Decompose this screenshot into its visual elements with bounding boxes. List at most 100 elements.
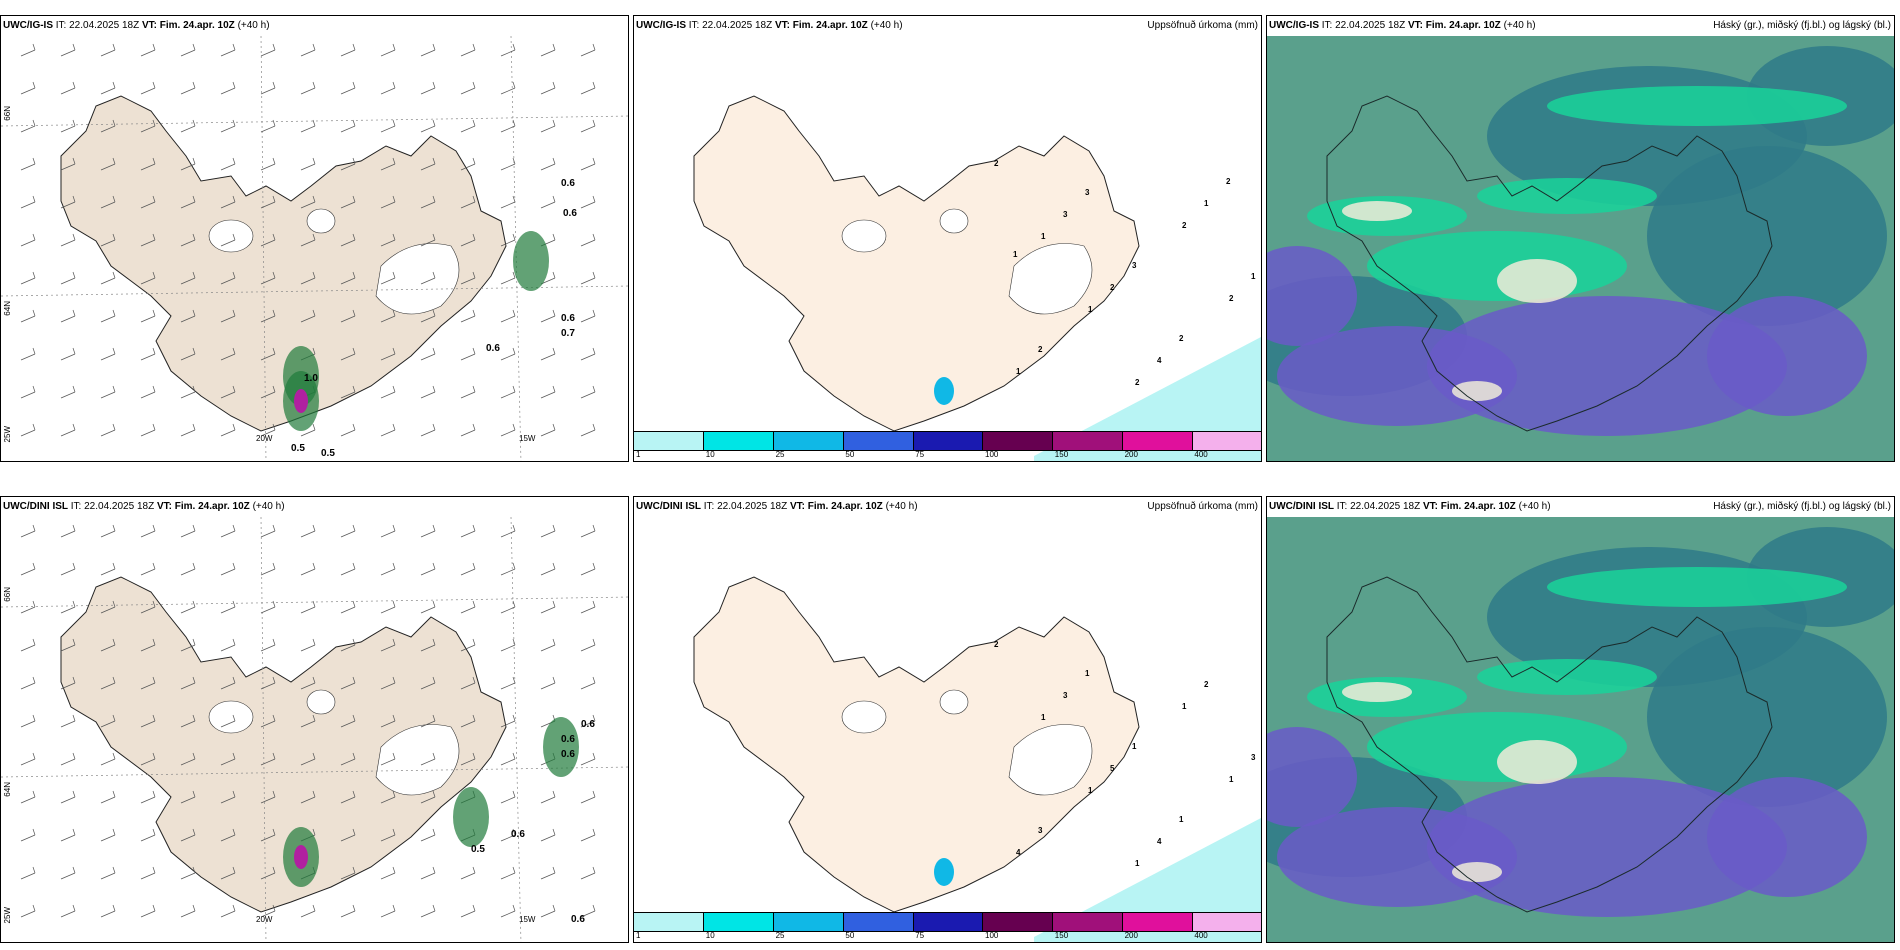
wind-barb — [420, 524, 436, 538]
map-area: 0.6 0.6 0.7 0.6 0.6 0.5 0.5 1.0 — [1, 36, 628, 461]
wind-barb — [540, 271, 556, 285]
wind-barb — [500, 866, 516, 880]
precip-amount-label: 3 — [1251, 753, 1256, 762]
wind-barb — [380, 423, 396, 437]
panel-header: UWC/DINI ISL IT: 22.04.2025 18Z VT: Fim.… — [634, 497, 1261, 517]
map-svg — [1267, 517, 1894, 942]
wind-barb — [140, 233, 156, 247]
wind-barb — [540, 423, 556, 437]
wind-barb — [180, 43, 196, 57]
wind-barb — [180, 638, 196, 652]
wind-barb — [340, 43, 356, 57]
valid-time: Fim. 24.apr. 10Z — [1440, 501, 1516, 512]
colorbar-label: 200 — [1124, 931, 1138, 940]
wind-barb — [260, 195, 276, 209]
wind-barb — [580, 309, 596, 323]
wind-barb — [580, 81, 596, 95]
wind-barb — [460, 309, 476, 323]
wind-barb — [20, 385, 36, 399]
wind-barb — [340, 271, 356, 285]
wind-barb — [180, 790, 196, 804]
wind-barb — [340, 562, 356, 576]
wind-barb — [300, 423, 316, 437]
wind-barb — [100, 714, 116, 728]
wind-barb — [500, 600, 516, 614]
init-time: 22.04.2025 18Z — [84, 501, 155, 512]
init-time: 22.04.2025 18Z — [1335, 20, 1406, 31]
wind-barb — [20, 904, 36, 918]
wind-barb — [140, 195, 156, 209]
wind-barb — [60, 676, 76, 690]
wind-barb — [460, 524, 476, 538]
colorbar-swatch — [1123, 913, 1194, 931]
precip-amount-label: 2 — [1179, 334, 1184, 343]
glacier — [1008, 243, 1093, 315]
wind-barb — [140, 81, 156, 95]
wind-barb — [60, 43, 76, 57]
precip-cell — [543, 717, 579, 777]
precip-amount-label: 2 — [1110, 283, 1115, 292]
wind-barb — [580, 43, 596, 57]
wind-barb — [420, 385, 436, 399]
wind-barb — [220, 423, 236, 437]
wind-barb — [140, 752, 156, 766]
init-time: 22.04.2025 18Z — [69, 20, 140, 31]
wind-barb — [420, 233, 436, 247]
colorbar-swatch — [1123, 432, 1194, 450]
wind-barb — [60, 866, 76, 880]
wind-barb — [300, 752, 316, 766]
wind-barb — [180, 676, 196, 690]
wind-barb — [180, 562, 196, 576]
wind-barb — [300, 157, 316, 171]
wind-barb — [260, 752, 276, 766]
wind-barb — [140, 385, 156, 399]
colorbar-label: 10 — [705, 450, 715, 459]
wind-barb — [220, 385, 236, 399]
lat-axis-label: 64N — [3, 782, 12, 797]
wind-barb — [500, 676, 516, 690]
wind-barb — [20, 157, 36, 171]
it-label: IT: — [55, 20, 67, 31]
cloud-blob — [1367, 231, 1627, 301]
wind-barb — [140, 562, 156, 576]
precip-amount-label: 4 — [1157, 837, 1162, 846]
wind-barb — [580, 714, 596, 728]
wind-barb — [380, 271, 396, 285]
wind-barb — [540, 676, 556, 690]
precip-amount-label: 1 — [1013, 250, 1018, 259]
lon-line — [260, 36, 267, 461]
lon-axis-label: 20W — [256, 915, 273, 924]
colorbar-swatch — [703, 432, 774, 450]
wind-barb — [180, 752, 196, 766]
wind-barb — [180, 157, 196, 171]
wind-barb — [260, 347, 276, 361]
wind-barb — [180, 866, 196, 880]
map-panel-3: UWC/IG-IS IT: 22.04.2025 18Z VT: Fim. 24… — [1266, 15, 1895, 462]
wind-barb — [300, 676, 316, 690]
wind-barb — [140, 43, 156, 57]
valid-time: Fim. 24.apr. 10Z — [1425, 20, 1501, 31]
wind-barb — [100, 43, 116, 57]
cloud-blob — [1342, 682, 1412, 702]
colorbar-swatch — [843, 432, 914, 450]
wind-barb — [180, 828, 196, 842]
wind-barb — [500, 638, 516, 652]
wind-barb — [540, 600, 556, 614]
wind-barb — [100, 309, 116, 323]
precip-value-label: 0.7 — [561, 328, 575, 339]
wind-barb — [220, 157, 236, 171]
wind-barb — [180, 81, 196, 95]
wind-barb — [300, 600, 316, 614]
wind-barb — [180, 423, 196, 437]
wind-barb — [100, 119, 116, 133]
wind-barb — [580, 233, 596, 247]
model-name: UWC/IG-IS — [1269, 20, 1319, 31]
cloud-blob — [1497, 259, 1577, 303]
wind-barb — [20, 119, 36, 133]
wind-barb — [580, 385, 596, 399]
colorbar-label: 100 — [985, 931, 999, 940]
wind-barb — [380, 385, 396, 399]
wind-barb — [380, 81, 396, 95]
cloud-blob — [1477, 659, 1657, 695]
precip-value-label: 0.5 — [291, 443, 305, 454]
